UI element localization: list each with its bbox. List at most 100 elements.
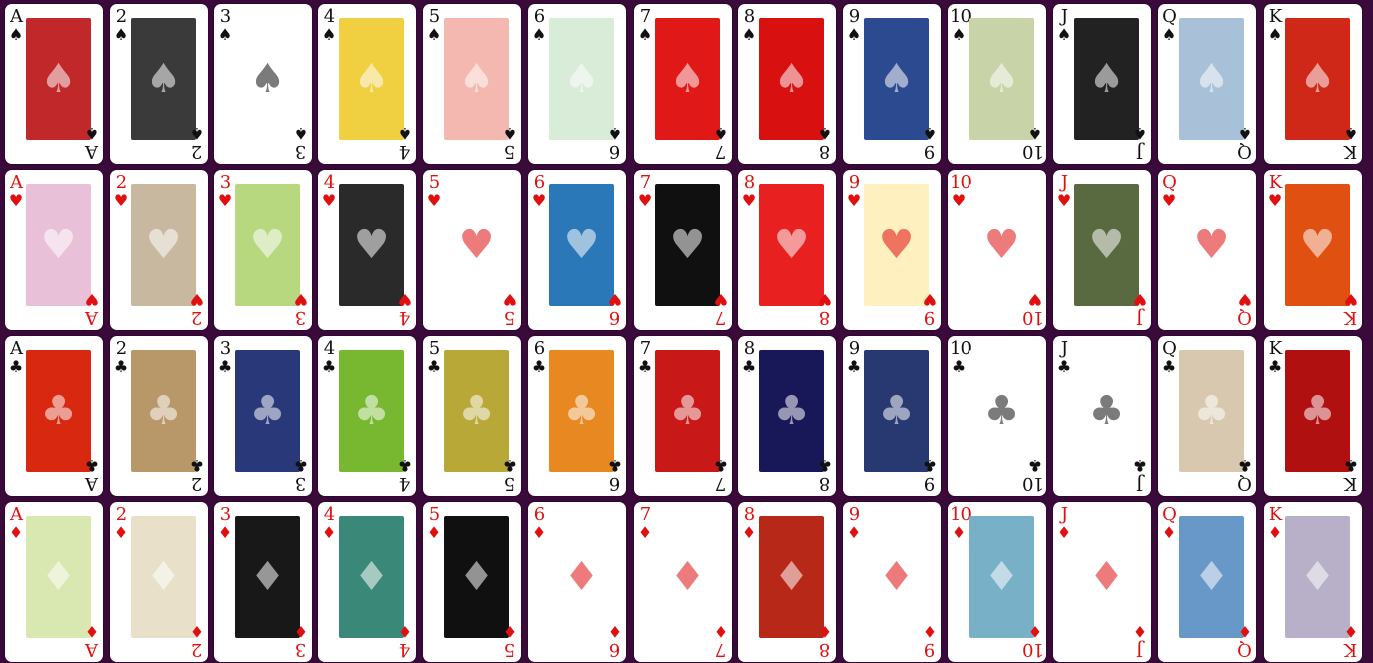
card-rank: 9 (924, 639, 936, 660)
card-a-of-clubs[interactable]: A ♣ ♣ A ♣ (5, 336, 103, 496)
card-corner-index: 10 ♥ (1023, 290, 1044, 328)
card-corner-index: J ♠ (1055, 8, 1073, 43)
card-5-of-diamonds[interactable]: 5 ♦ ♦ 5 ♦ (423, 502, 521, 662)
card-corner-index: Q ♦ (1236, 622, 1254, 660)
card-3-of-hearts[interactable]: 3 ♥ ♥ 3 ♥ (214, 170, 312, 330)
card-rank: J (1136, 141, 1144, 162)
card-k-of-clubs[interactable]: K ♣ ♣ K ♣ (1264, 336, 1362, 496)
card-corner-index: 5 ♣ (425, 340, 443, 375)
card-rank: 5 (504, 473, 516, 494)
card-a-of-diamonds[interactable]: A ♦ ♦ A ♦ (5, 502, 103, 662)
card-9-of-spades[interactable]: 9 ♠ ♠ 9 ♠ (843, 4, 941, 164)
card-rank: Q (1238, 639, 1252, 660)
card-corner-index: 4 ♥ (396, 290, 414, 328)
card-5-of-spades[interactable]: 5 ♠ ♠ 5 ♠ (423, 4, 521, 164)
card-j-of-clubs[interactable]: J ♣ ♣ J ♣ (1053, 336, 1151, 496)
card-corner-index: 8 ♣ (816, 456, 834, 494)
card-corner-index: J ♥ (1055, 174, 1073, 209)
card-j-of-hearts[interactable]: J ♥ ♥ J ♥ (1053, 170, 1151, 330)
card-10-of-diamonds[interactable]: 10 ♦ ♦ 10 ♦ (948, 502, 1046, 662)
heart-icon: ♥ (637, 191, 653, 210)
card-k-of-hearts[interactable]: K ♥ ♥ K ♥ (1264, 170, 1362, 330)
card-2-of-diamonds[interactable]: 2 ♦ ♦ 2 ♦ (110, 502, 208, 662)
club-icon: ♣ (922, 456, 938, 475)
card-rank: 8 (819, 307, 831, 328)
card-artwork: ♣ (131, 350, 196, 472)
card-10-of-clubs[interactable]: 10 ♣ ♣ 10 ♣ (948, 336, 1046, 496)
diamond-icon: ♦ (1299, 554, 1336, 600)
card-a-of-hearts[interactable]: A ♥ ♥ A ♥ (5, 170, 103, 330)
card-4-of-clubs[interactable]: 4 ♣ ♣ 4 ♣ (318, 336, 416, 496)
card-3-of-clubs[interactable]: 3 ♣ ♣ 3 ♣ (214, 336, 312, 496)
card-rank: 8 (819, 141, 831, 162)
diamond-icon: ♦ (1237, 622, 1253, 641)
spade-icon: ♠ (458, 56, 495, 102)
card-6-of-diamonds[interactable]: 6 ♦ ♦ 6 ♦ (528, 502, 626, 662)
card-artwork: ♠ (26, 18, 91, 140)
heart-icon: ♥ (1161, 191, 1177, 210)
spade-icon: ♠ (113, 25, 129, 44)
card-j-of-diamonds[interactable]: J ♦ ♦ J ♦ (1053, 502, 1151, 662)
card-10-of-hearts[interactable]: 10 ♥ ♥ 10 ♥ (948, 170, 1046, 330)
card-rank: 3 (295, 473, 307, 494)
diamond-icon: ♦ (1088, 554, 1125, 600)
card-4-of-diamonds[interactable]: 4 ♦ ♦ 4 ♦ (318, 502, 416, 662)
card-8-of-hearts[interactable]: 8 ♥ ♥ 8 ♥ (738, 170, 836, 330)
card-corner-index: 6 ♦ (530, 506, 548, 541)
card-corner-index: 5 ♥ (501, 290, 519, 328)
card-9-of-diamonds[interactable]: 9 ♦ ♦ 9 ♦ (843, 502, 941, 662)
card-q-of-clubs[interactable]: Q ♣ ♣ Q ♣ (1158, 336, 1256, 496)
card-artwork: ♣ (759, 350, 824, 472)
card-7-of-clubs[interactable]: 7 ♣ ♣ 7 ♣ (634, 336, 732, 496)
card-corner-index: 7 ♥ (712, 290, 730, 328)
card-rank: Q (1238, 473, 1252, 494)
card-artwork: ♦ (339, 516, 404, 638)
card-q-of-spades[interactable]: Q ♠ ♠ Q ♠ (1158, 4, 1256, 164)
card-8-of-spades[interactable]: 8 ♠ ♠ 8 ♠ (738, 4, 836, 164)
card-4-of-spades[interactable]: 4 ♠ ♠ 4 ♠ (318, 4, 416, 164)
card-corner-index: 7 ♣ (712, 456, 730, 494)
card-2-of-spades[interactable]: 2 ♠ ♠ 2 ♠ (110, 4, 208, 164)
card-rank: 10 (1023, 639, 1044, 660)
card-6-of-hearts[interactable]: 6 ♥ ♥ 6 ♥ (528, 170, 626, 330)
card-3-of-spades[interactable]: 3 ♠ ♠ 3 ♠ (214, 4, 312, 164)
card-q-of-diamonds[interactable]: Q ♦ ♦ Q ♦ (1158, 502, 1256, 662)
card-corner-index: 9 ♥ (921, 290, 939, 328)
card-5-of-hearts[interactable]: 5 ♥ ♥ 5 ♥ (423, 170, 521, 330)
card-a-of-spades[interactable]: A ♠ ♠ A ♠ (5, 4, 103, 164)
card-artwork: ♥ (1074, 184, 1139, 306)
card-7-of-spades[interactable]: 7 ♠ ♠ 7 ♠ (634, 4, 732, 164)
card-rank: J (1060, 172, 1068, 193)
card-2-of-hearts[interactable]: 2 ♥ ♥ 2 ♥ (110, 170, 208, 330)
club-icon: ♣ (607, 456, 623, 475)
card-9-of-clubs[interactable]: 9 ♣ ♣ 9 ♣ (843, 336, 941, 496)
card-9-of-hearts[interactable]: 9 ♥ ♥ 9 ♥ (843, 170, 941, 330)
card-8-of-clubs[interactable]: 8 ♣ ♣ 8 ♣ (738, 336, 836, 496)
card-4-of-hearts[interactable]: 4 ♥ ♥ 4 ♥ (318, 170, 416, 330)
card-5-of-clubs[interactable]: 5 ♣ ♣ 5 ♣ (423, 336, 521, 496)
diamond-icon: ♦ (40, 554, 77, 600)
card-8-of-diamonds[interactable]: 8 ♦ ♦ 8 ♦ (738, 502, 836, 662)
card-artwork: ♠ (969, 18, 1034, 140)
card-corner-index: A ♠ (83, 124, 101, 162)
club-icon: ♣ (817, 456, 833, 475)
card-7-of-hearts[interactable]: 7 ♥ ♥ 7 ♥ (634, 170, 732, 330)
card-k-of-diamonds[interactable]: K ♦ ♦ K ♦ (1264, 502, 1362, 662)
card-6-of-spades[interactable]: 6 ♠ ♠ 6 ♠ (528, 4, 626, 164)
card-corner-index: J ♠ (1131, 124, 1149, 162)
card-artwork: ♣ (1285, 350, 1350, 472)
card-corner-index: 4 ♣ (320, 340, 338, 375)
card-corner-index: 2 ♠ (188, 124, 206, 162)
card-q-of-hearts[interactable]: Q ♥ ♥ Q ♥ (1158, 170, 1256, 330)
card-6-of-clubs[interactable]: 6 ♣ ♣ 6 ♣ (528, 336, 626, 496)
card-j-of-spades[interactable]: J ♠ ♠ J ♠ (1053, 4, 1151, 164)
card-3-of-diamonds[interactable]: 3 ♦ ♦ 3 ♦ (214, 502, 312, 662)
card-artwork: ♠ (339, 18, 404, 140)
spade-icon: ♠ (713, 124, 729, 143)
card-10-of-spades[interactable]: 10 ♠ ♠ 10 ♠ (948, 4, 1046, 164)
card-k-of-spades[interactable]: K ♠ ♠ K ♠ (1264, 4, 1362, 164)
diamond-icon: ♦ (397, 622, 413, 641)
heart-icon: ♥ (40, 222, 77, 268)
card-7-of-diamonds[interactable]: 7 ♦ ♦ 7 ♦ (634, 502, 732, 662)
card-2-of-clubs[interactable]: 2 ♣ ♣ 2 ♣ (110, 336, 208, 496)
